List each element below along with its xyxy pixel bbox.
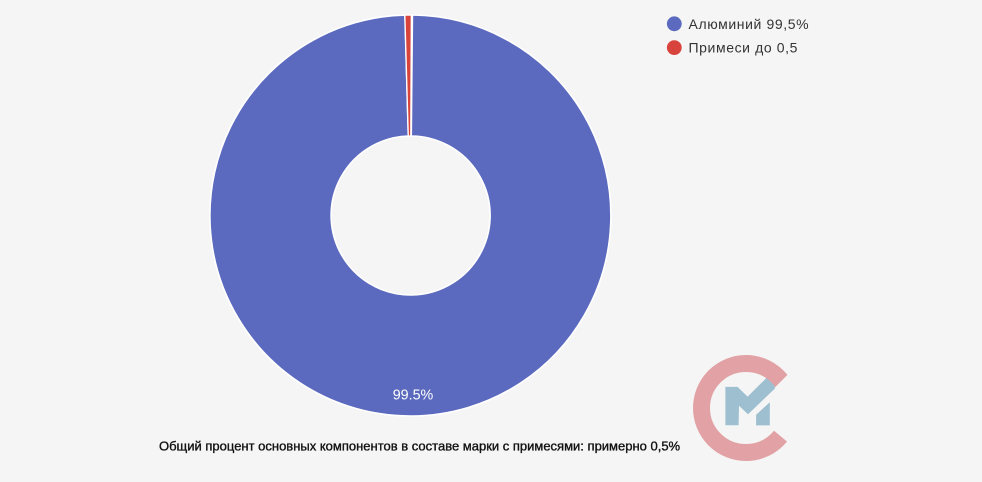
svg-text:Алюминий 99,5%: Алюминий 99,5% (689, 16, 810, 32)
svg-text:Примеси до 0,5: Примеси до 0,5 (689, 40, 799, 56)
svg-text:Общий процент основных компоне: Общий процент основных компонентов в сос… (159, 438, 681, 453)
svg-text:99.5%: 99.5% (393, 387, 434, 403)
